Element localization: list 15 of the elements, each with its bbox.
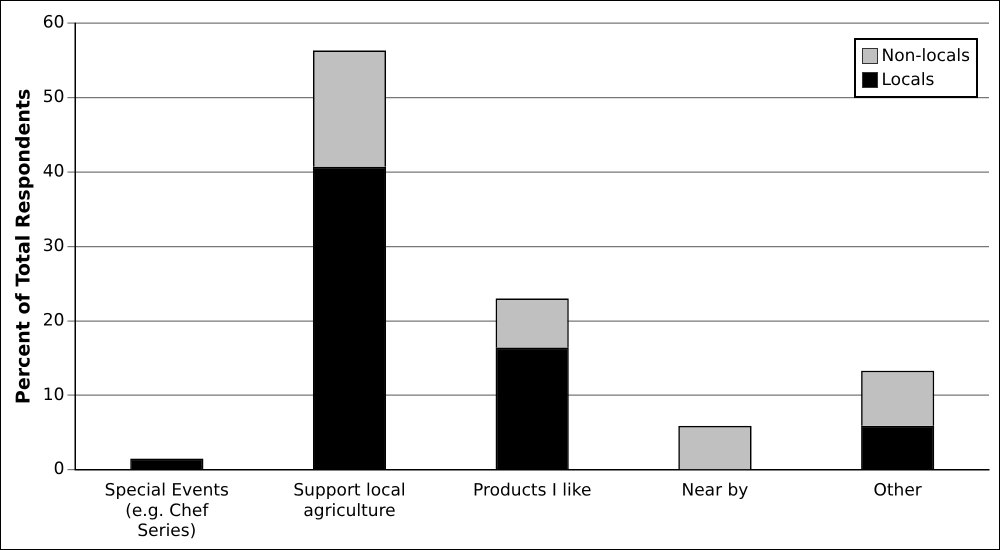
y-tick-label: 10 [42,384,64,405]
legend-label: Locals [882,69,934,92]
x-tick-label: Near by [682,480,748,500]
y-tick-label: 40 [42,161,64,182]
x-tick-label: Support local agriculture [293,480,406,521]
x-tick-label: Products I like [473,480,592,500]
x-tick-label: Other [874,480,922,500]
y-axis-title: Percent of Total Respondents [12,88,34,404]
legend-label: Non-locals [882,45,970,68]
y-tick-label: 30 [42,236,64,256]
y-tick-label: 0 [54,459,64,480]
y-tick-label: 50 [42,86,64,107]
x-tick-label: Special Events (e.g. Chef Series) [104,480,230,542]
y-tick-label: 20 [42,310,64,330]
y-tick-label: 60 [42,12,64,32]
